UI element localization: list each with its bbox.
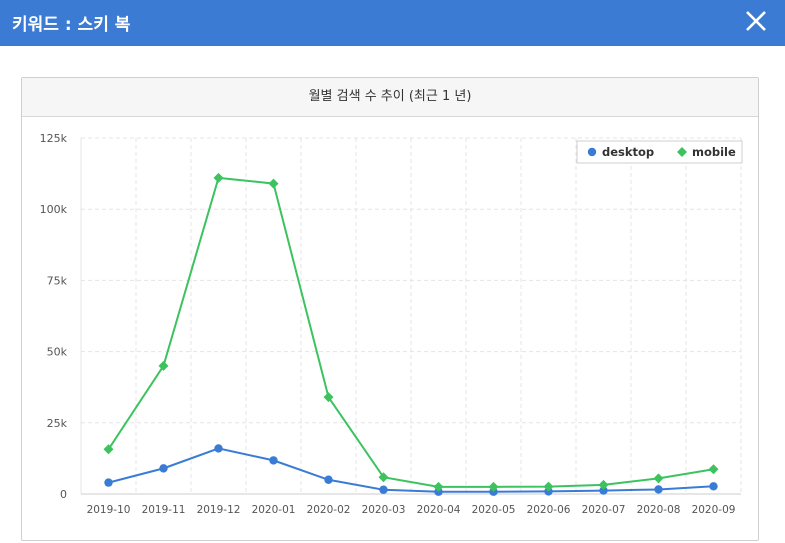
- chart-legend[interactable]: desktop mobile: [576, 140, 743, 164]
- data-point-mobile[interactable]: [708, 464, 719, 475]
- data-point-mobile[interactable]: [543, 481, 554, 492]
- data-point-mobile[interactable]: [653, 473, 664, 484]
- data-point-mobile[interactable]: [433, 481, 444, 492]
- data-point-mobile[interactable]: [158, 360, 169, 371]
- close-icon[interactable]: [741, 6, 771, 36]
- window-titlebar: 키워드 : 스키 복: [0, 0, 785, 46]
- x-tick-label: 2020-08: [637, 504, 681, 516]
- y-tick-label: 25k: [47, 417, 68, 430]
- x-tick-label: 2020-01: [252, 504, 296, 516]
- data-point-desktop[interactable]: [159, 464, 168, 473]
- y-tick-label: 100k: [40, 203, 68, 216]
- data-point-mobile[interactable]: [323, 392, 334, 403]
- grid-lines: [80, 137, 742, 495]
- window-title: 키워드 : 스키 복: [12, 15, 131, 35]
- x-tick-label: 2019-11: [142, 504, 186, 516]
- legend-label-mobile[interactable]: mobile: [692, 145, 736, 159]
- data-point-mobile[interactable]: [598, 479, 609, 490]
- data-point-mobile[interactable]: [213, 172, 224, 183]
- y-tick-label: 50k: [47, 346, 68, 359]
- chart-panel: 월별 검색 수 추이 (최근 1 년) 0 25k 50k 75k 100k 125k 20…: [21, 77, 759, 541]
- x-tick-label: 2020-05: [472, 504, 516, 516]
- x-tick-label: 2020-02: [307, 504, 351, 516]
- chart-title: 월별 검색 수 추이 (최근 1 년): [22, 78, 758, 117]
- axes: 0 25k 50k 75k 100k 125k 2019-10 2019-11 2019-12 2…: [40, 132, 736, 516]
- y-tick-label: 0: [60, 488, 67, 501]
- x-tick-label: 2020-04: [417, 504, 461, 516]
- series-line-desktop: [108, 447, 714, 493]
- line-chart: 0 25k 50k 75k 100k 125k 2019-10 2019-11 2019-12 2…: [40, 132, 743, 516]
- data-point-mobile[interactable]: [378, 472, 389, 483]
- data-point-desktop[interactable]: [709, 482, 718, 491]
- data-point-desktop[interactable]: [324, 475, 333, 484]
- data-point-desktop[interactable]: [214, 444, 223, 453]
- data-point-mobile[interactable]: [268, 178, 279, 189]
- legend-marker-mobile: [677, 147, 687, 157]
- legend-box: [576, 140, 743, 164]
- series-layer: [103, 172, 719, 496]
- legend-marker-desktop: [587, 147, 597, 157]
- x-tick-label: 2020-06: [527, 504, 571, 516]
- x-tick-label: 2019-12: [197, 504, 241, 516]
- data-point-mobile[interactable]: [103, 444, 114, 455]
- data-point-desktop[interactable]: [379, 485, 388, 494]
- x-tick-label: 2020-07: [582, 504, 626, 516]
- data-point-desktop[interactable]: [104, 478, 113, 487]
- legend-label-desktop[interactable]: desktop: [602, 145, 654, 159]
- y-tick-label: 75k: [47, 274, 68, 287]
- x-tick-label: 2020-03: [362, 504, 406, 516]
- data-point-mobile[interactable]: [488, 481, 499, 492]
- data-point-desktop[interactable]: [269, 456, 278, 465]
- y-tick-label: 125k: [40, 132, 68, 145]
- data-point-desktop[interactable]: [599, 486, 608, 495]
- series-line-mobile: [107, 176, 714, 488]
- x-tick-label: 2019-10: [87, 504, 131, 516]
- x-tick-label: 2020-09: [692, 504, 736, 516]
- data-point-desktop[interactable]: [654, 485, 663, 494]
